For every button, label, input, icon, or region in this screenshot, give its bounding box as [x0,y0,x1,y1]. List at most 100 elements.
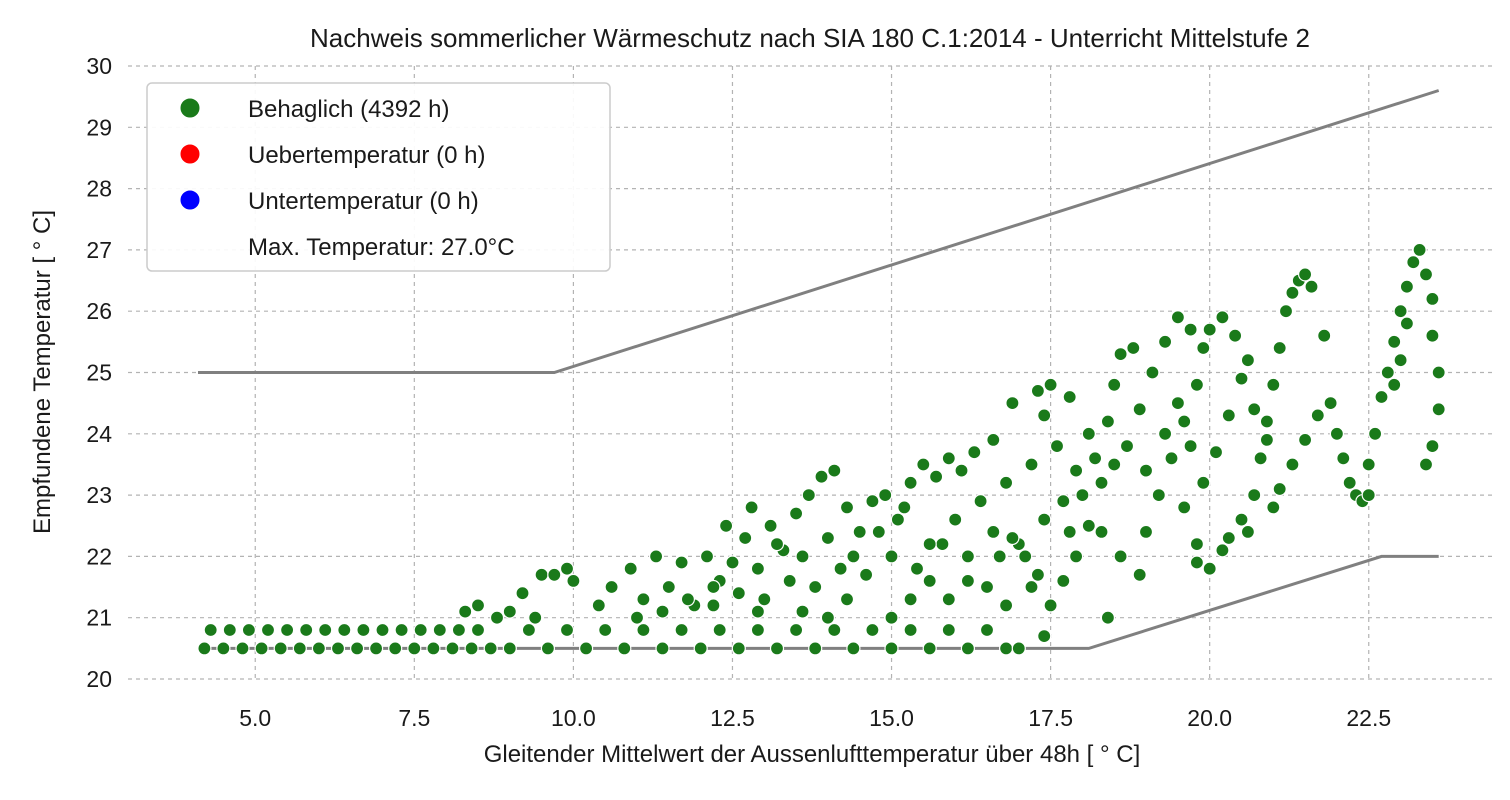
y-tick-label: 29 [86,114,112,140]
data-point [1425,439,1440,454]
data-point [839,592,855,607]
data-point [1081,518,1096,533]
data-point [941,451,956,466]
data-point [311,641,326,656]
data-point [1113,347,1128,362]
upper-limit-line [198,89,1440,374]
data-point [559,561,575,576]
data-point [413,622,428,638]
data-point [394,622,409,638]
y-tick-label: 25 [86,360,112,386]
data-point [1138,524,1154,540]
data-point [598,622,613,638]
data-point [1132,402,1147,417]
data-point [559,622,575,638]
data-point [260,622,276,638]
data-point [470,598,486,613]
data-point [878,488,893,503]
data-point [706,579,721,595]
data-point [731,641,746,656]
data-point [788,622,804,638]
data-point [648,549,664,564]
data-point [769,536,785,552]
data-point [464,641,479,656]
data-point [1380,365,1395,380]
data-point [566,573,581,589]
x-tick-label: 22.5 [1346,705,1391,731]
data-point [948,512,963,527]
data-point [629,610,645,625]
data-point [706,598,721,613]
data-point [858,567,874,582]
data-point [1387,334,1402,349]
data-point [820,530,836,546]
y-tick-label: 30 [86,53,112,79]
data-point [884,549,899,564]
data-point [1412,242,1427,257]
x-tick-label: 20.0 [1187,705,1232,731]
data-point [897,500,912,515]
data-point [1266,500,1281,515]
data-point [1107,377,1122,392]
data-point [833,561,848,576]
data-point [1278,304,1294,319]
data-point [1024,579,1039,595]
data-point [318,622,333,638]
x-tick-label: 10.0 [551,705,596,731]
data-point [1196,340,1211,356]
data-point [1177,414,1192,429]
data-point [1240,524,1256,540]
data-point [407,641,422,656]
data-point [979,622,995,638]
data-point [865,622,880,638]
y-tick-label: 21 [86,605,112,631]
data-point [1387,377,1402,392]
data-point [1336,451,1351,466]
data-point [960,641,976,656]
data-point [1431,402,1446,417]
x-axis-label: Gleitender Mittelwert der Aussenlufttemp… [484,741,1141,768]
lower-limit-line [198,554,1439,650]
data-point [1221,530,1236,546]
data-point [680,592,696,607]
data-point [1157,426,1173,441]
data-point [718,518,734,533]
data-point [801,488,816,503]
data-point [808,579,823,595]
data-point [1406,255,1421,270]
data-point [922,536,937,552]
data-point [1297,432,1313,447]
data-point [1247,488,1262,503]
data-point [1234,371,1249,386]
data-point [1259,432,1275,447]
data-point [458,604,473,619]
data-point [254,641,269,656]
data-point [1056,573,1071,589]
data-point [521,622,537,638]
data-point [903,475,918,490]
data-point [216,641,231,656]
data-point [846,549,861,564]
data-point [1056,494,1071,509]
data-point [1011,641,1026,656]
data-point [330,641,346,656]
data-point [292,641,307,656]
data-point [1170,396,1186,411]
data-point [1177,500,1192,515]
data-point [375,622,390,638]
y-tick-labels: 20 21 22 23 24 25 26 27 28 29 30 [86,53,112,692]
data-point [222,622,237,638]
data-point [808,641,823,656]
legend: Behaglich (4392 h) Uebertemperatur (0 h) U… [146,82,611,272]
data-point [1043,377,1058,392]
data-point [241,622,256,638]
data-point [489,610,505,625]
legend-entry: Uebertemperatur (0 h) [248,142,485,169]
data-point [941,622,956,638]
data-point [788,506,804,521]
data-point [1317,328,1332,343]
data-point [451,622,466,638]
data-point [1157,334,1173,349]
data-point [903,592,918,607]
data-point [1145,365,1160,380]
